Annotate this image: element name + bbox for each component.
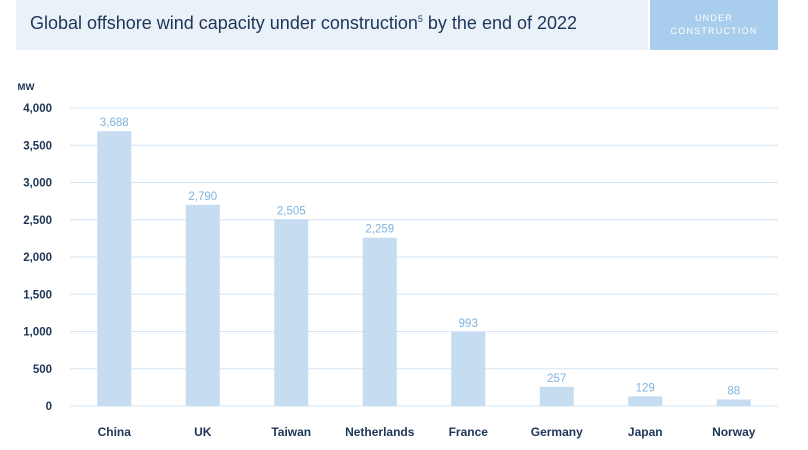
bar [274, 219, 309, 406]
x-category-label: Norway [712, 425, 756, 439]
y-tick-label: 3,500 [23, 140, 52, 152]
bar [97, 131, 132, 406]
badge-line-1: UNDER [694, 13, 733, 23]
bar [716, 399, 751, 406]
data-label: 2,505 [277, 205, 306, 217]
data-label: 993 [459, 318, 478, 330]
x-category-label: China [98, 425, 132, 439]
title-bar: Global offshore wind capacity under cons… [16, 0, 648, 50]
x-category-label: UK [194, 425, 212, 439]
y-tick-label: 500 [33, 364, 52, 376]
x-category-label: France [449, 425, 489, 439]
bar [539, 386, 574, 406]
y-tick-label: 4,000 [23, 103, 52, 115]
x-category-label: Japan [628, 425, 663, 439]
y-tick-label: 2,500 [23, 215, 52, 227]
x-category-label: Germany [531, 425, 583, 439]
y-axis-unit-label: MW [18, 82, 35, 93]
bar [451, 332, 486, 406]
y-tick-label: 1,000 [23, 327, 52, 339]
data-label: 2,790 [188, 191, 217, 203]
data-label: 3,688 [100, 117, 129, 129]
x-category-label: Taiwan [271, 425, 311, 439]
x-category-label: Netherlands [345, 425, 415, 439]
status-badge: UNDER CONSTRUCTION [650, 0, 778, 50]
y-tick-label: 2,000 [23, 252, 52, 264]
badge-line-2: CONSTRUCTION [670, 26, 758, 36]
bar [362, 237, 397, 406]
y-tick-label: 1,500 [23, 289, 52, 301]
data-label: 88 [727, 385, 740, 397]
bar [628, 396, 663, 406]
y-tick-label: 0 [46, 401, 52, 413]
y-tick-label: 3,000 [23, 178, 52, 190]
bar [185, 204, 220, 406]
data-label: 129 [636, 382, 655, 394]
data-label: 2,259 [365, 224, 394, 236]
data-label: 257 [547, 373, 566, 385]
title-footnote: 5 [417, 14, 423, 24]
chart-title: Global offshore wind capacity under cons… [30, 13, 578, 33]
